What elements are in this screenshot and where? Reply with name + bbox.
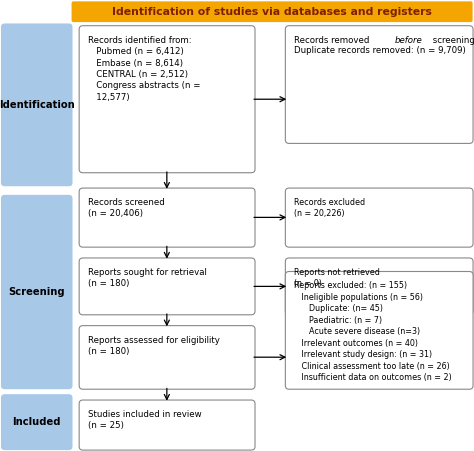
FancyBboxPatch shape — [79, 400, 255, 450]
Text: Records identified from:
   Pubmed (n = 6,412)
   Embase (n = 8,614)
   CENTRAL : Records identified from: Pubmed (n = 6,4… — [88, 36, 200, 102]
Text: Reports not retrieved
(n = 0): Reports not retrieved (n = 0) — [294, 268, 380, 288]
FancyBboxPatch shape — [285, 258, 473, 315]
Text: Reports sought for retrieval
(n = 180): Reports sought for retrieval (n = 180) — [88, 268, 207, 288]
FancyBboxPatch shape — [1, 394, 73, 450]
Text: Screening: Screening — [9, 287, 65, 297]
FancyBboxPatch shape — [285, 272, 473, 389]
Text: Identification: Identification — [0, 100, 74, 110]
FancyBboxPatch shape — [79, 326, 255, 389]
Text: Records removed: Records removed — [294, 36, 372, 45]
FancyBboxPatch shape — [79, 26, 255, 173]
Text: Reports assessed for eligibility
(n = 180): Reports assessed for eligibility (n = 18… — [88, 336, 219, 356]
FancyBboxPatch shape — [79, 188, 255, 247]
FancyBboxPatch shape — [1, 23, 73, 186]
Text: screening:: screening: — [430, 36, 474, 45]
Text: Studies included in review
(n = 25): Studies included in review (n = 25) — [88, 410, 201, 430]
Text: Records excluded
(n = 20,226): Records excluded (n = 20,226) — [294, 198, 365, 218]
FancyBboxPatch shape — [285, 188, 473, 247]
Text: Identification of studies via databases and registers: Identification of studies via databases … — [112, 7, 432, 17]
FancyBboxPatch shape — [72, 1, 473, 22]
Text: Records screened
(n = 20,406): Records screened (n = 20,406) — [88, 198, 164, 218]
Text: Included: Included — [12, 417, 61, 427]
FancyBboxPatch shape — [79, 258, 255, 315]
Text: Duplicate records removed: (n = 9,709): Duplicate records removed: (n = 9,709) — [294, 46, 465, 55]
FancyBboxPatch shape — [285, 26, 473, 143]
Text: Reports excluded: (n = 155)
   Ineligible populations (n = 56)
      Duplicate: : Reports excluded: (n = 155) Ineligible p… — [294, 281, 452, 382]
Text: before: before — [395, 36, 422, 45]
FancyBboxPatch shape — [1, 195, 73, 389]
